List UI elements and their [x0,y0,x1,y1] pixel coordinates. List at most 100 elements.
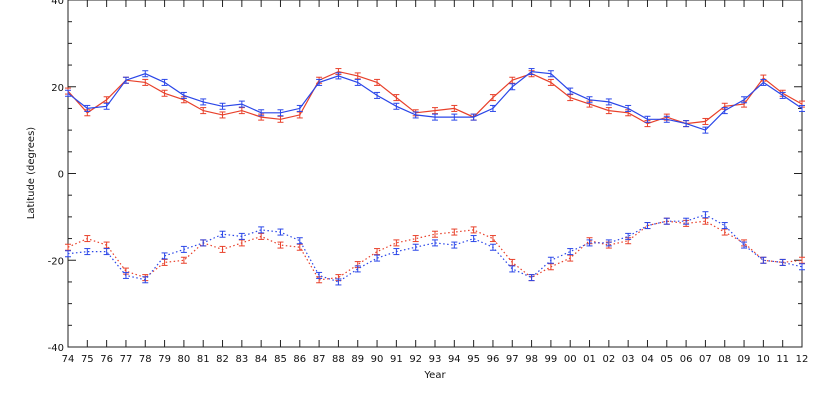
x-tick-label: 99 [545,354,558,365]
x-tick-label: 11 [776,354,789,365]
data-point [721,222,728,230]
data-point [238,239,245,247]
data-point [374,78,381,86]
data-point [84,248,91,256]
data-point [84,104,91,112]
x-tick-label: 00 [564,354,577,365]
data-point [238,107,245,115]
data-point [605,239,612,247]
data-point [432,239,438,247]
data-point [625,232,632,240]
data-point [663,115,670,123]
data-point [509,83,516,91]
data-point [84,235,91,243]
x-tick-label: 75 [81,354,94,365]
data-point [432,113,438,121]
x-tick-label: 08 [718,354,731,365]
data-point [161,252,168,260]
data-point [161,89,168,97]
data-point [702,217,709,225]
data-point [586,239,593,247]
x-tick-label: 88 [332,354,345,365]
x-tick-label: 86 [293,354,306,365]
data-point [644,115,651,123]
x-tick-label: 78 [139,354,152,365]
data-point [760,78,767,86]
data-point [238,232,245,240]
data-point [605,98,612,106]
data-point [432,107,438,115]
data-point [393,102,400,110]
data-point [509,265,516,273]
data-point [296,237,303,245]
x-tick-label: 10 [757,354,770,365]
data-point [489,243,496,251]
x-tick-label: 98 [525,354,538,365]
data-point [741,241,748,249]
data-point [547,256,554,264]
data-point [702,211,709,219]
data-point [702,126,709,134]
x-tick-label: 12 [796,354,809,365]
x-tick-label: 80 [178,354,191,365]
series-line-red-dotted [67,220,803,281]
x-tick-label: 95 [467,354,480,365]
data-point [760,256,767,264]
data-point [412,235,419,243]
x-tick-label: 92 [409,354,422,365]
data-point [219,245,226,253]
data-point [779,91,786,99]
data-point [567,248,574,256]
data-point [432,230,438,238]
x-tick-label: 93 [429,354,442,365]
x-tick-label: 07 [699,354,712,365]
x-tick-label: 96 [487,354,500,365]
data-point [489,104,496,112]
data-point [489,235,496,243]
data-point [161,78,168,86]
y-tick-label: -40 [48,343,64,354]
data-point [219,230,226,238]
x-tick-label: 03 [622,354,635,365]
data-point [625,104,632,112]
data-point [799,104,805,112]
data-point [470,235,477,243]
x-tick-label: 81 [197,354,210,365]
data-point [122,76,129,84]
y-tick-label: -20 [48,256,64,267]
x-tick-label: 84 [255,354,268,365]
data-point [335,278,342,286]
data-point [277,228,284,236]
x-tick-label: 79 [158,354,171,365]
data-point [296,111,303,119]
x-tick-label: 76 [100,354,113,365]
data-point [702,117,709,125]
data-point [354,78,361,86]
plot-frame [67,0,803,348]
data-point [644,222,651,230]
data-point [200,107,207,115]
data-point [219,111,226,119]
data-point [509,258,516,266]
data-point [180,91,187,99]
data-point [258,232,265,240]
x-tick-label: 87 [313,354,326,365]
x-tick-label: 94 [448,354,461,365]
data-point [103,248,110,256]
data-point [65,243,71,251]
data-point [393,239,400,247]
data-point [258,226,265,234]
data-point [316,78,323,86]
data-point [142,70,149,78]
data-point [567,254,574,262]
data-point [412,111,419,119]
data-point [393,248,400,256]
data-point [451,228,458,236]
data-point [586,96,593,104]
data-point [451,241,458,249]
data-point [489,94,496,102]
x-tick-label: 77 [120,354,133,365]
data-point [470,113,477,121]
data-point [65,89,71,97]
data-point [277,109,284,117]
